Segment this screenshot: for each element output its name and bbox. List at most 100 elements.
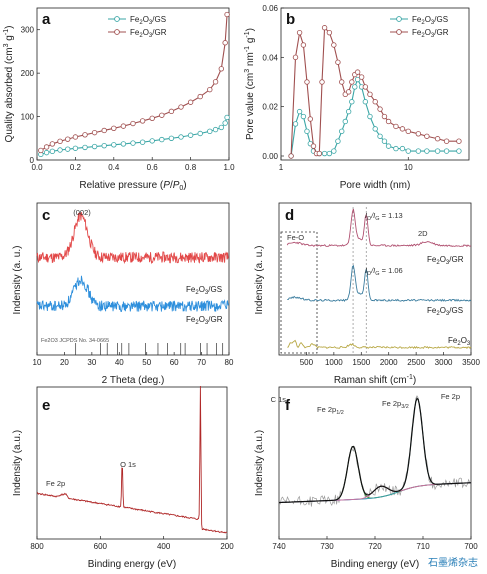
- panel-c-frame: [36, 202, 230, 356]
- panel-b-point: [352, 84, 358, 90]
- panel-d-ratio-gs: ID/IG = 1.06: [365, 266, 403, 277]
- panel-d-xtick-label: 1000: [325, 358, 343, 367]
- panel-a: a 0.0 0.2 0.4 0.6 0.8 1.0 0 100 200 300 Fe2O3/GS…: [3, 7, 235, 192]
- panel-b: b 1 10 0.00 0.02 0.04 0.06 Fe2O3/GS Fe2O3/GR…: [244, 4, 470, 191]
- panel-a-xtick-label: 0.2: [70, 163, 82, 172]
- panel-a-point: [139, 139, 146, 145]
- panel-f-fe2p12-label: Fe 2p1/2: [317, 405, 344, 416]
- panel-a-point: [149, 138, 155, 144]
- panel-f-fit: [278, 397, 472, 504]
- panel-a-point: [82, 144, 88, 151]
- panel-a-point: [197, 130, 203, 137]
- panel-b-point: [434, 148, 441, 154]
- panel-c-xtick-label: 70: [197, 358, 206, 367]
- panel-a-point: [222, 120, 228, 126]
- panel-a-point: [38, 147, 44, 154]
- panel-b-legend-gr: Fe2O3/GR: [412, 28, 449, 39]
- panel-a-ytick-label: 300: [21, 26, 35, 35]
- watermark: 石墨烯杂志: [425, 553, 481, 570]
- panel-a-xtick-label: 0.4: [108, 163, 120, 172]
- panel-d-xtick-label: 2000: [380, 358, 398, 367]
- panel-b-point: [393, 145, 399, 152]
- panel-e-xtick-label: 800: [30, 542, 44, 551]
- panel-b-point: [304, 79, 310, 85]
- panel-c-xtick-label: 10: [33, 358, 42, 367]
- panel-c-series-1: [36, 275, 229, 313]
- panel-b-point: [354, 76, 361, 83]
- panel-b-point: [354, 69, 361, 75]
- panel-e-spectrum: [36, 386, 228, 534]
- panel-b-point: [372, 99, 378, 105]
- panel-f-component-1: [278, 397, 472, 503]
- panel-a-point: [111, 125, 117, 131]
- panel-b-point: [335, 59, 341, 65]
- panel-b-point: [362, 99, 369, 105]
- panel-e-xtick-label: 400: [157, 542, 171, 551]
- panel-b-ytick-label: 0.00: [262, 152, 278, 161]
- panel-b-letter: b: [286, 11, 295, 28]
- panel-a-point: [120, 123, 127, 129]
- panel-c-xtick-label: 50: [142, 358, 151, 367]
- panel-f-xtick-label: 720: [368, 542, 382, 551]
- panel-d-xtick-label: 3500: [462, 358, 480, 367]
- panel-a-point: [72, 145, 79, 151]
- panel-d-xtick-label: 1500: [352, 358, 370, 367]
- panel-c-label-gr: Fe2O3/GR: [186, 315, 223, 326]
- panel-a-point: [168, 135, 175, 141]
- panel-a-point: [49, 148, 56, 155]
- panel-b-point: [385, 118, 392, 125]
- panel-b-point: [424, 133, 430, 139]
- panel-d-fe-o-label: Fe-O: [287, 233, 304, 242]
- panel-b-legend-gs: Fe2O3/GS: [412, 15, 448, 26]
- panel-a-ylabel: Quality absorbed (cm3 g-1): [3, 26, 15, 143]
- panel-d-label-gs: Fe2O3/GS: [427, 306, 463, 317]
- panel-b-point: [345, 89, 352, 95]
- panel-f-xtick-label: 740: [272, 542, 286, 551]
- panel-a-ytick-label: 200: [21, 69, 35, 78]
- panel-b-point: [296, 108, 303, 115]
- panel-f-xtick-label: 730: [320, 542, 334, 551]
- panel-b-ytick-label: 0.04: [262, 53, 278, 62]
- panel-b-point: [405, 148, 411, 154]
- panel-a-point: [130, 140, 136, 146]
- panel-b-point: [321, 150, 328, 157]
- panel-b-point: [300, 42, 307, 48]
- panel-b-series-0: [290, 78, 459, 157]
- panel-b-point: [339, 128, 345, 135]
- panel-a-point: [57, 147, 63, 153]
- panel-b-point: [331, 42, 337, 48]
- panel-b-point: [415, 148, 422, 154]
- panel-b-point: [304, 128, 310, 135]
- panel-a-point: [212, 79, 219, 85]
- panel-a-point: [168, 108, 175, 115]
- panel-c-xtick-label: 80: [225, 358, 234, 367]
- panel-b-point: [331, 148, 337, 154]
- panel-e-frame: [36, 386, 228, 540]
- panel-a-point: [224, 114, 230, 121]
- panel-b-point: [424, 148, 430, 154]
- legend-marker-gr: [114, 29, 120, 35]
- panel-c-letter: c: [42, 207, 50, 224]
- panel-a-point: [187, 132, 194, 138]
- panel-b-point: [415, 131, 422, 137]
- panel-a-point: [178, 134, 184, 140]
- panel-e-xtick-label: 600: [94, 542, 108, 551]
- panel-b-legend: Fe2O3/GS Fe2O3/GR: [390, 15, 449, 39]
- legend-marker-gs: [114, 16, 120, 22]
- panel-f-frame: [278, 386, 472, 540]
- panel-d-xtick-label: 2500: [407, 358, 425, 367]
- panel-b-point: [399, 145, 406, 152]
- panel-d-xtick-label: 3000: [435, 358, 453, 367]
- panel-b-point: [349, 99, 355, 105]
- panel-a-xtick-label: 0.8: [185, 163, 197, 172]
- panel-c: c 10 20 30 40 50 60 70 80 (002) Fe2O3/GS Fe2O3/…: [12, 202, 234, 386]
- panel-c-label-gs: Fe2O3/GS: [186, 285, 222, 296]
- panel-d-series-2: [287, 339, 472, 350]
- panel-e-ylabel: Indensity (a.u.): [12, 430, 23, 496]
- panel-d-ratio-gr: ID/IG = 1.13: [365, 211, 403, 222]
- panel-f-xtick-label: 700: [464, 542, 478, 551]
- panel-b-point: [296, 29, 303, 36]
- panel-a-point: [91, 129, 98, 136]
- panel-a-point: [82, 132, 88, 138]
- panel-b-point: [358, 74, 365, 80]
